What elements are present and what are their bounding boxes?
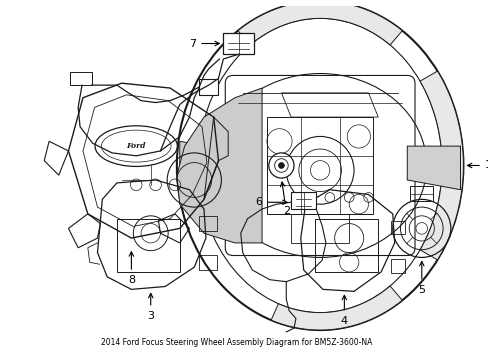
Text: 5: 5: [417, 261, 425, 294]
Bar: [315, 219, 377, 272]
Ellipse shape: [213, 73, 426, 257]
Text: 8: 8: [127, 252, 135, 285]
Bar: [290, 192, 316, 209]
Bar: [199, 216, 216, 231]
Bar: [390, 221, 405, 234]
Text: 4: 4: [340, 295, 347, 325]
Bar: [199, 79, 218, 95]
Bar: [390, 259, 405, 273]
Bar: [409, 186, 432, 201]
Text: 1: 1: [467, 161, 488, 171]
Polygon shape: [180, 141, 233, 194]
Polygon shape: [177, 88, 262, 243]
Bar: [117, 219, 180, 272]
Polygon shape: [419, 71, 463, 260]
Text: 2: 2: [280, 182, 289, 216]
Bar: [266, 117, 373, 214]
Bar: [70, 72, 92, 85]
Text: 6: 6: [255, 197, 286, 207]
Bar: [223, 33, 254, 54]
Text: 3: 3: [147, 293, 154, 321]
Text: Ford: Ford: [126, 142, 146, 150]
Circle shape: [268, 153, 293, 178]
Text: 7: 7: [189, 39, 219, 49]
Circle shape: [278, 163, 284, 168]
Polygon shape: [270, 286, 402, 330]
Bar: [199, 255, 216, 270]
Polygon shape: [238, 1, 402, 45]
Polygon shape: [407, 146, 460, 190]
Text: 2014 Ford Focus Steering Wheel Assembly Diagram for BM5Z-3600-NA: 2014 Ford Focus Steering Wheel Assembly …: [101, 338, 372, 347]
Bar: [290, 214, 348, 243]
